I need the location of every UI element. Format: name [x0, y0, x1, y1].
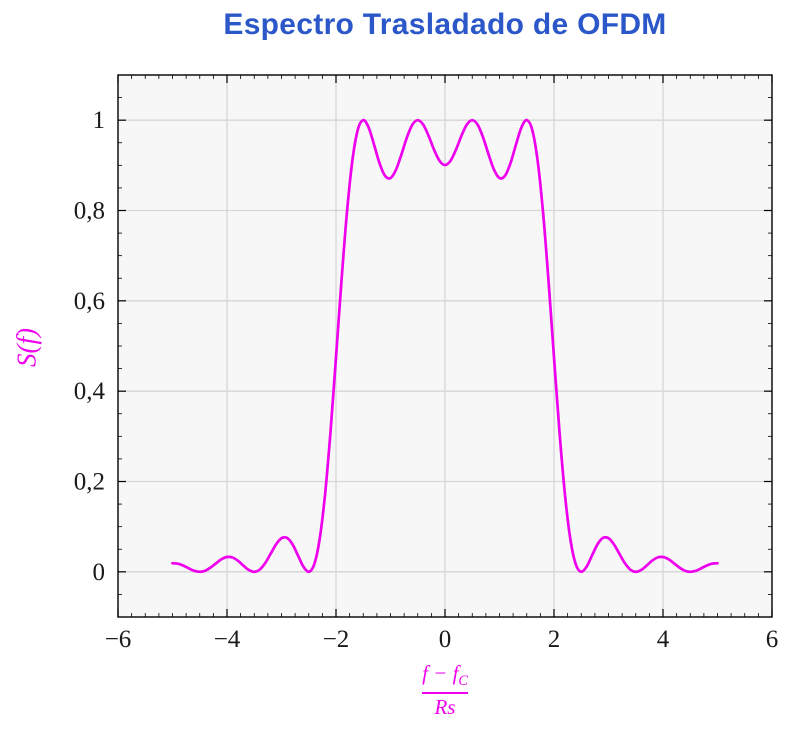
y-axis-label: S(f)	[11, 328, 42, 367]
x-label-numerator-main: f − f	[422, 661, 459, 685]
x-axis-label-fraction: f − fC Rs	[422, 662, 468, 718]
x-tick-label: 4	[657, 626, 670, 653]
x-label-numerator-subscript: C	[458, 673, 468, 690]
x-tick-label: 0	[439, 626, 452, 653]
x-tick-label: 6	[766, 626, 779, 653]
fraction-bar-icon	[422, 692, 468, 695]
y-tick-label: 0,8	[74, 198, 105, 225]
y-tick-label: 1	[93, 107, 106, 134]
y-tick-label: 0,4	[74, 378, 106, 405]
plot-frame	[117, 74, 773, 618]
x-tick-label: −6	[105, 626, 132, 653]
y-tick-label: 0	[93, 559, 106, 586]
chart-title: Espectro Trasladado de OFDM	[223, 8, 667, 41]
y-tick-label: 0,6	[74, 288, 105, 315]
x-tick-label: 2	[548, 626, 561, 653]
spectrum-curve	[171, 118, 719, 574]
x-axis-label: f − fC Rs	[385, 662, 505, 718]
y-tick-label: 0,2	[74, 469, 105, 496]
x-tick-label: −4	[214, 626, 241, 653]
x-tick-label: −2	[323, 626, 350, 653]
x-label-denominator: Rs	[434, 695, 456, 720]
x-label-numerator: f − fC	[422, 662, 468, 689]
